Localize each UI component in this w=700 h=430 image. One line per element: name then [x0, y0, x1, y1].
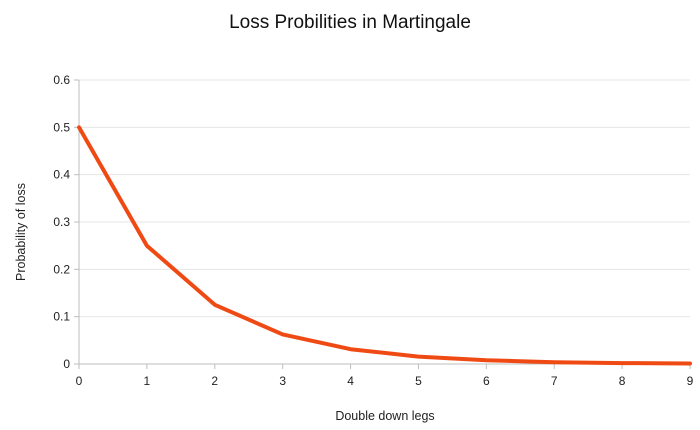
- y-tick-label: 0.3: [53, 215, 70, 229]
- axes: [74, 79, 691, 369]
- x-tick-label: 4: [347, 374, 354, 388]
- y-tick-label: 0.5: [53, 120, 70, 134]
- gridlines: [79, 79, 690, 318]
- y-axis-title: Probability of loss: [14, 183, 28, 281]
- tick-labels: 0 0.1 0.2 0.3 0.4 0.5 0.6 0 1 2 3 4 5 6 7 8 9: [53, 73, 693, 388]
- chart-title: Loss Probilities in Martingale: [229, 12, 471, 33]
- y-tick-label: 0.1: [53, 310, 70, 324]
- x-tick-label: 8: [619, 374, 626, 388]
- y-tick-label: 0.2: [53, 262, 70, 276]
- x-tick-label: 0: [76, 374, 83, 388]
- x-tick-label: 3: [279, 374, 286, 388]
- x-tick-label: 1: [144, 374, 151, 388]
- y-tick-label: 0.6: [53, 73, 70, 87]
- x-tick-label: 9: [687, 374, 694, 388]
- x-tick-label: 5: [415, 374, 422, 388]
- series-layer: [77, 125, 692, 366]
- series-line: [77, 125, 692, 366]
- x-axis-title: Double down legs: [335, 409, 434, 423]
- y-tick-label: 0: [63, 357, 70, 371]
- x-tick-label: 6: [483, 374, 490, 388]
- x-tick-label: 2: [211, 374, 218, 388]
- y-tick-label: 0.4: [53, 168, 70, 182]
- x-tick-label: 7: [551, 374, 558, 388]
